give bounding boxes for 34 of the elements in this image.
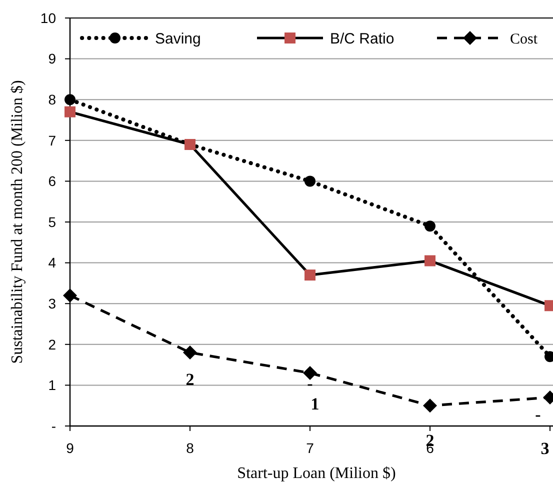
point [304,176,316,187]
annotation: 2 [186,370,194,390]
x-axis-title: Start-up Loan (Milion $) [237,465,396,482]
text: 3 [540,438,550,458]
legend-label: Cost [510,31,538,48]
y-tick-label: 4 [48,254,56,271]
point [423,398,437,413]
point [424,255,436,266]
point [424,220,436,232]
y-tick-label: 7 [48,132,56,148]
annotation: - [307,374,314,394]
legend-label: B/C Ratio [330,30,394,48]
y-tick-label: 6 [48,173,56,190]
y-axis-title: Sustainability Fund at month 200 (Milion $) [9,80,26,364]
point [64,94,76,106]
y-tick-label: 10 [40,10,56,26]
point [64,106,76,118]
annotation: - [535,404,542,424]
y-tick-label: 1 [48,377,56,394]
point [183,346,197,360]
point [303,366,317,380]
y-tick-label: 2 [48,336,56,352]
y-tick-label: 9 [48,50,56,67]
annotation: 1 [310,394,320,414]
y-tick-label: - [51,418,56,434]
y-tick-label: 3 [48,296,56,312]
legend-label: Saving [155,30,201,48]
x-tick-label: 8 [186,440,194,456]
x-tick-label: 9 [66,440,74,456]
x-tick-label: 7 [306,440,314,456]
y-tick-label: 5 [48,214,56,230]
y-tick-label: 8 [48,92,56,108]
point [63,288,77,302]
point [304,270,316,281]
